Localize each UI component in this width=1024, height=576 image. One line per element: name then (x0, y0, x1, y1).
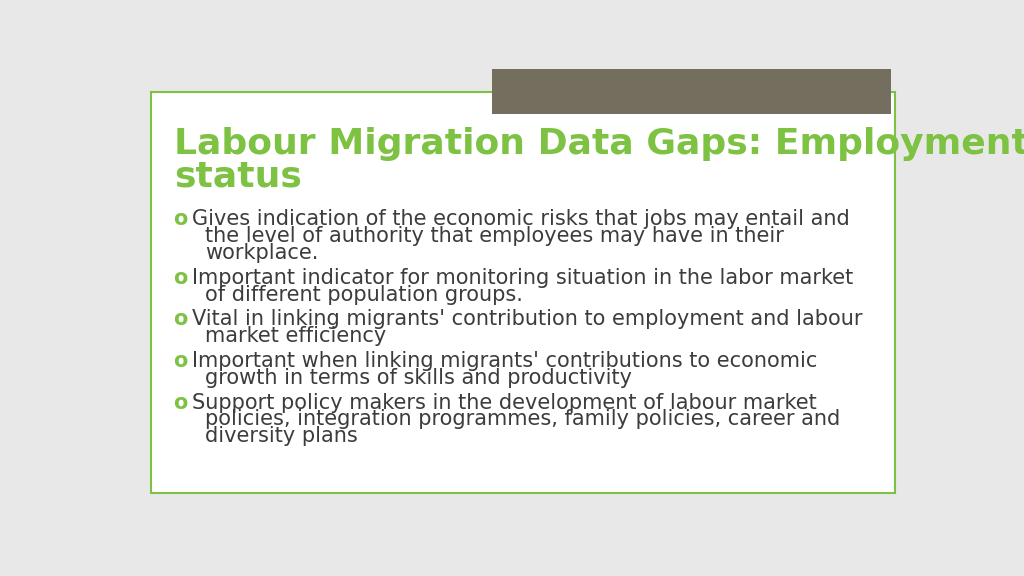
Text: Labour Migration Data Gaps: Employment: Labour Migration Data Gaps: Employment (174, 127, 1024, 161)
Bar (493, 69, 891, 114)
Text: market efficiency: market efficiency (205, 326, 386, 346)
Text: o: o (173, 392, 187, 412)
Text: Gives indication of the economic risks that jobs may entail and: Gives indication of the economic risks t… (191, 209, 849, 229)
Text: diversity plans: diversity plans (205, 426, 357, 446)
Text: growth in terms of skills and productivity: growth in terms of skills and productivi… (205, 368, 632, 388)
Text: o: o (173, 268, 187, 288)
Text: o: o (173, 209, 187, 229)
Text: Vital in linking migrants' contribution to employment and labour: Vital in linking migrants' contribution … (191, 309, 862, 329)
Text: workplace.: workplace. (205, 243, 318, 263)
Text: Support policy makers in the development of labour market: Support policy makers in the development… (191, 392, 816, 412)
Text: Important indicator for monitoring situation in the labor market: Important indicator for monitoring situa… (191, 268, 853, 288)
Text: Important when linking migrants' contributions to economic: Important when linking migrants' contrib… (191, 351, 817, 371)
Text: the level of authority that employees may have in their: the level of authority that employees ma… (205, 226, 783, 246)
Text: o: o (173, 309, 187, 329)
Text: policies, integration programmes, family policies, career and: policies, integration programmes, family… (205, 410, 840, 430)
Text: of different population groups.: of different population groups. (205, 285, 522, 305)
Text: o: o (173, 351, 187, 371)
Text: status: status (174, 159, 302, 193)
